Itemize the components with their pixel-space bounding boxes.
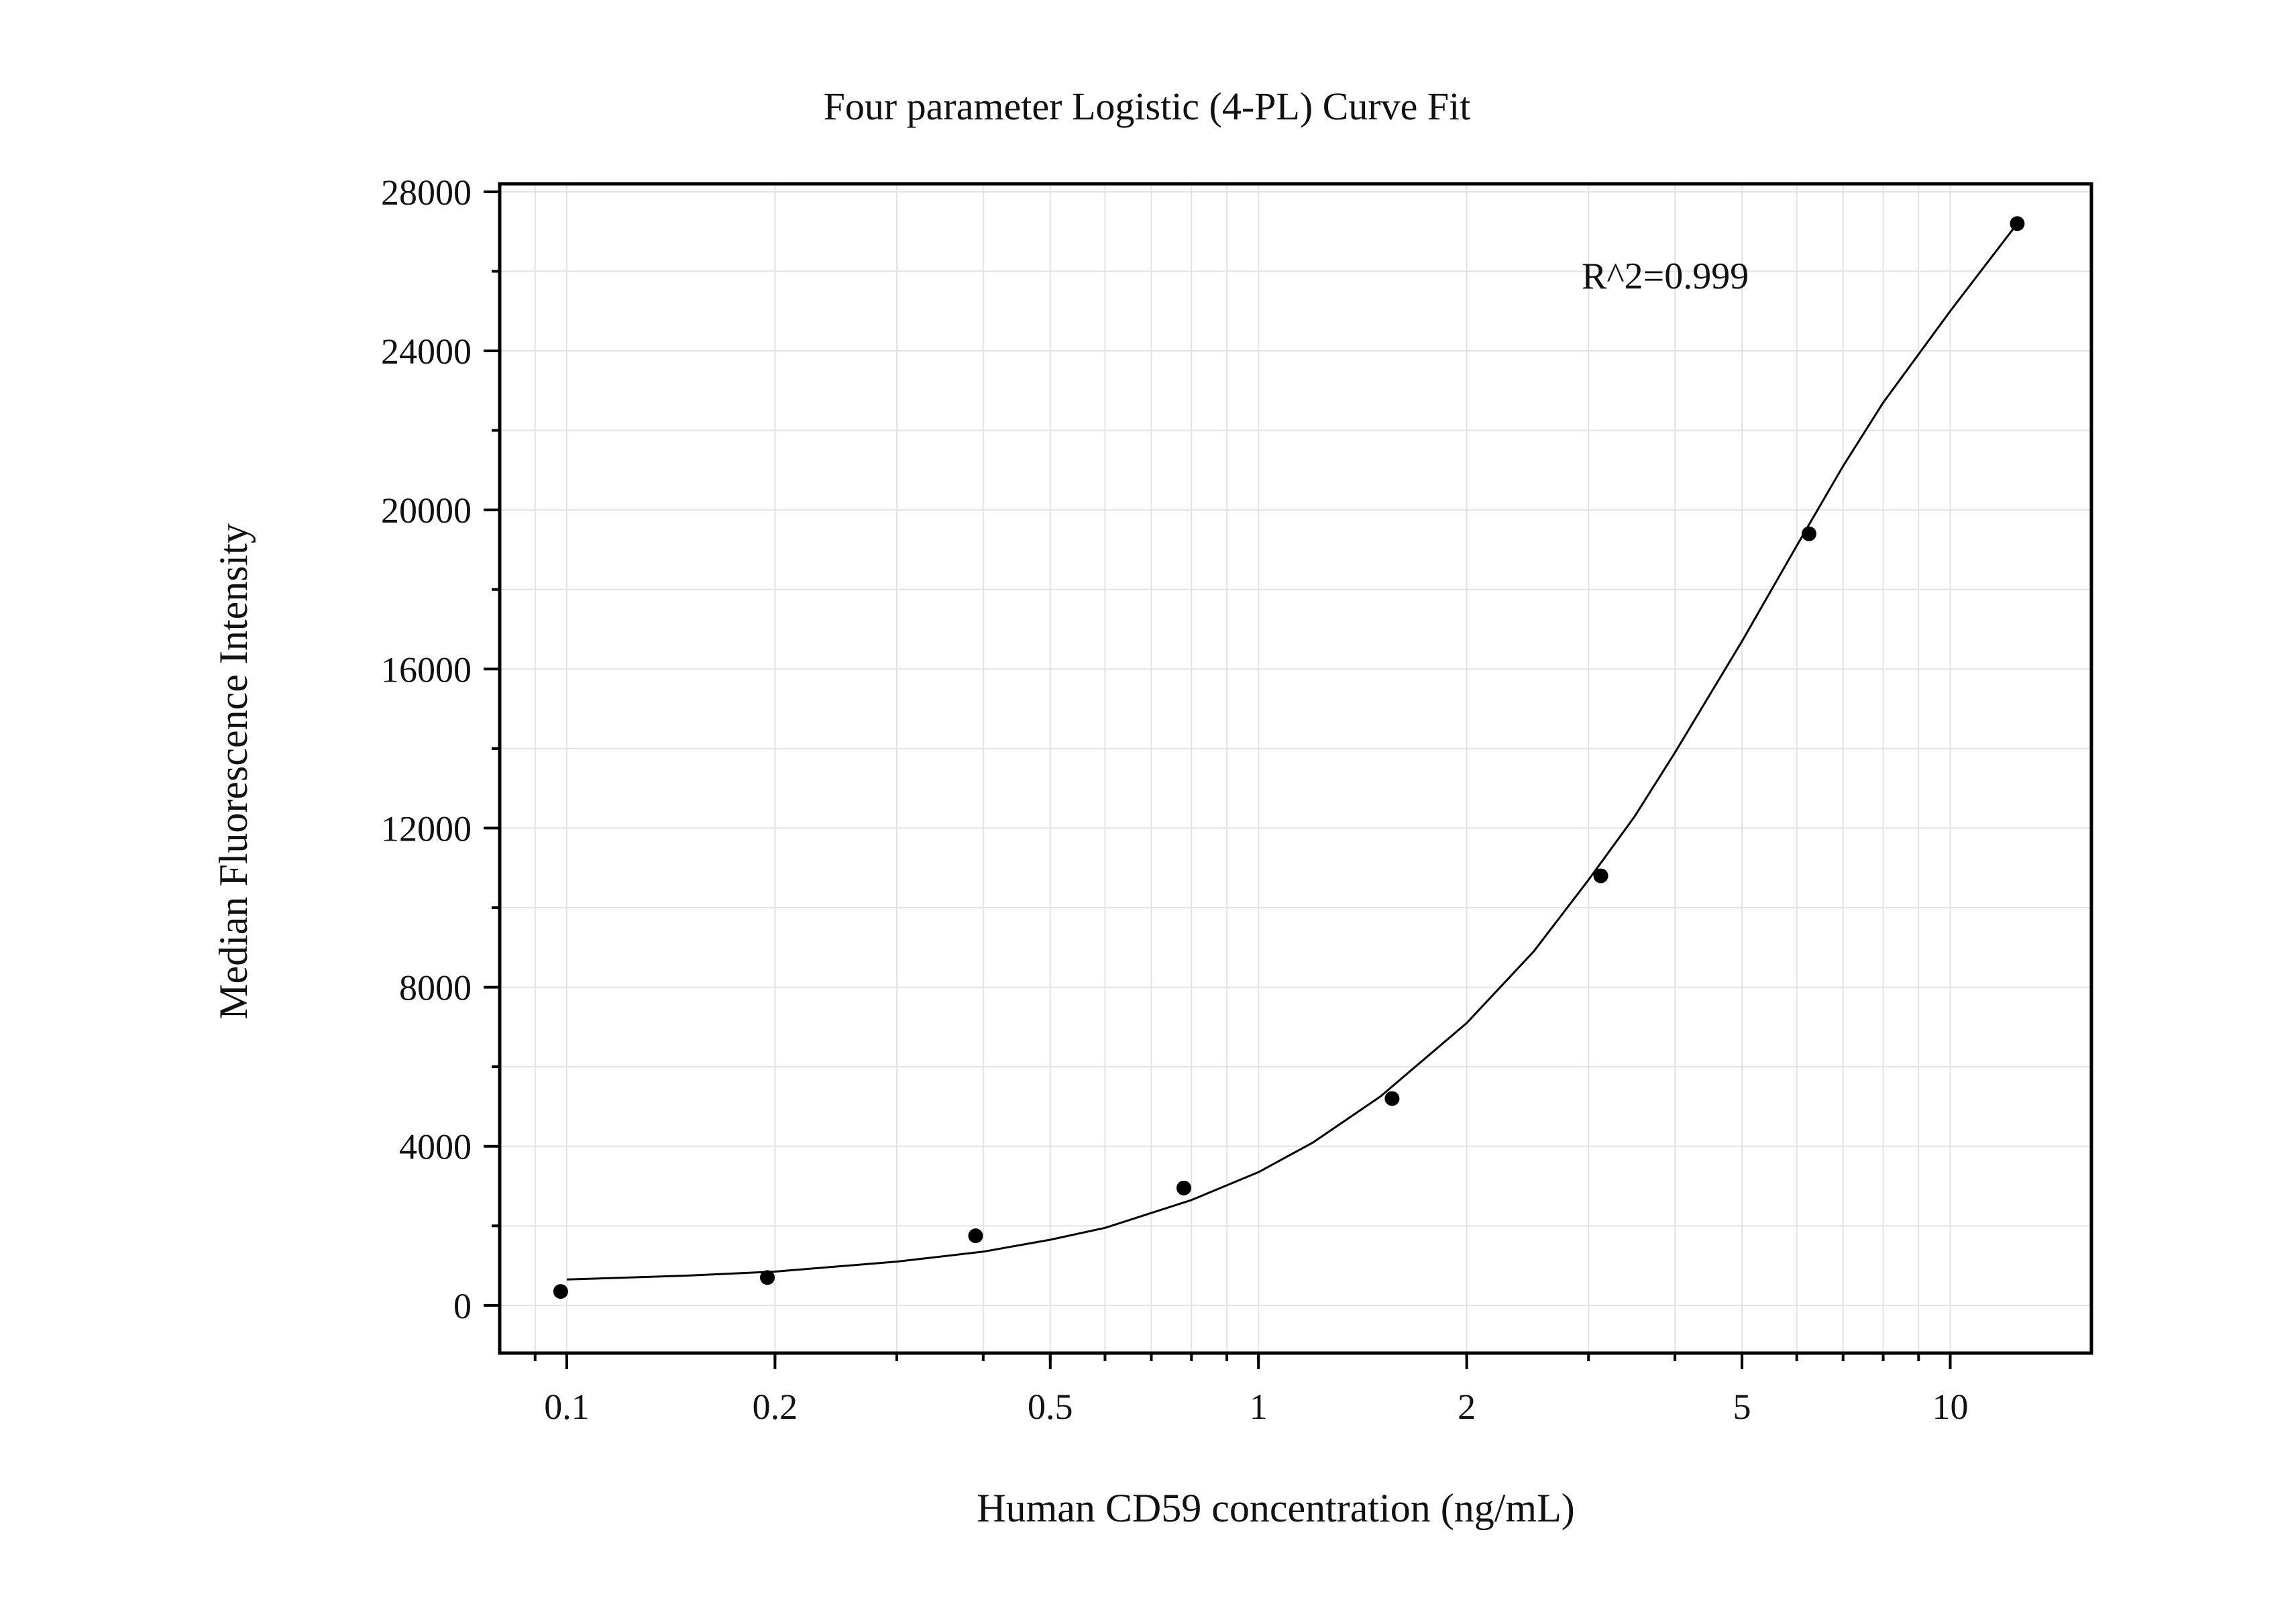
tick-labels: 0.1 0.2 0.5 1 2 5 10 0 4000 8000 12000 16000 20000 24… bbox=[381, 172, 1968, 1427]
x-tick-label: 2 bbox=[1458, 1387, 1476, 1427]
grid bbox=[500, 184, 2091, 1353]
fit-curve-layer bbox=[566, 223, 2018, 1281]
x-tick-label: 0.2 bbox=[753, 1387, 798, 1427]
y-tick-label: 20000 bbox=[381, 490, 472, 531]
data-point bbox=[2010, 216, 2025, 231]
data-point bbox=[1176, 1180, 1191, 1195]
fit-curve bbox=[566, 223, 2018, 1281]
data-point bbox=[1801, 526, 1816, 541]
x-tick-label: 0.1 bbox=[544, 1387, 590, 1427]
y-tick-label: 24000 bbox=[381, 331, 472, 372]
y-tick-label: 0 bbox=[453, 1286, 472, 1326]
r-squared-annotation: R^2=0.999 bbox=[1582, 256, 1749, 297]
x-tick-label: 0.5 bbox=[1028, 1387, 1073, 1427]
y-tick-label: 12000 bbox=[381, 808, 472, 849]
y-tick-label: 8000 bbox=[399, 968, 472, 1008]
x-axis-title: Human CD59 concentration (ng/mL) bbox=[977, 1486, 1574, 1530]
data-point bbox=[760, 1270, 775, 1285]
data-point bbox=[553, 1284, 568, 1299]
chart-title: Four parameter Logistic (4-PL) Curve Fit bbox=[824, 85, 1471, 128]
x-tick-label: 10 bbox=[1932, 1387, 1968, 1427]
data-point bbox=[968, 1228, 983, 1244]
data-points bbox=[553, 216, 2025, 1299]
x-tick-label: 1 bbox=[1250, 1387, 1268, 1427]
data-point bbox=[1593, 868, 1608, 884]
y-tick-label: 4000 bbox=[399, 1127, 472, 1167]
data-point bbox=[1384, 1091, 1400, 1106]
axis-ticks bbox=[484, 190, 1952, 1369]
plot-frame bbox=[498, 182, 2093, 1355]
x-tick-label: 5 bbox=[1733, 1387, 1751, 1427]
y-tick-label: 28000 bbox=[381, 172, 472, 213]
y-axis-title: Median Fluorescence Intensity bbox=[211, 523, 256, 1020]
y-tick-label: 16000 bbox=[381, 649, 472, 690]
